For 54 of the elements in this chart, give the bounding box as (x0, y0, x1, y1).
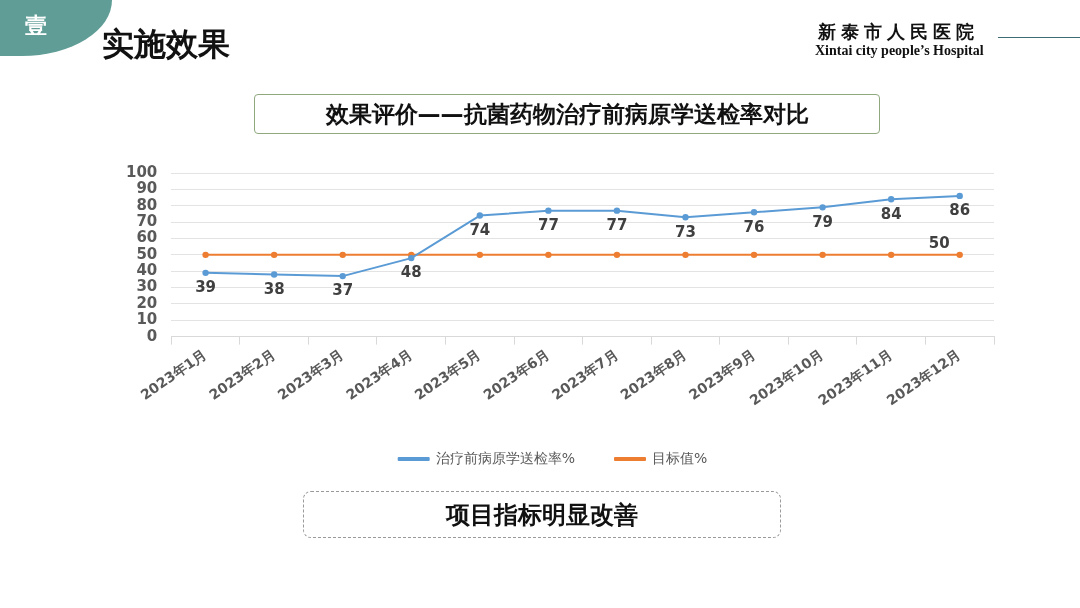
point (750, 209, 758, 216)
point (545, 251, 552, 259)
text: 新泰市人民医院 (818, 21, 979, 43)
data-label: 74 (469, 220, 491, 239)
data-label: 37 (332, 281, 354, 300)
point (887, 251, 895, 259)
data-label: 84 (880, 204, 902, 223)
point (956, 192, 963, 200)
text: 实施效果 (102, 24, 230, 65)
text: 壹 (25, 12, 47, 40)
data-label: 79 (812, 212, 834, 231)
y-tick-label: 0 (146, 326, 158, 345)
point (682, 213, 689, 221)
point (270, 271, 278, 278)
point (819, 204, 826, 211)
legend-label: 目标值% (652, 449, 708, 466)
y-tick-label: 50 (136, 244, 158, 263)
y-tick-label: 10 (136, 310, 158, 329)
point (613, 251, 621, 259)
point (613, 207, 621, 214)
point (476, 212, 484, 219)
point (476, 251, 484, 259)
point (339, 272, 346, 280)
text: 项目指标明显改善 (303, 491, 781, 538)
data-label: 86 (949, 201, 971, 220)
data-label: 38 (263, 279, 285, 298)
y-tick-label: 80 (136, 195, 158, 214)
point (270, 251, 278, 259)
point (202, 269, 209, 277)
point (819, 251, 826, 259)
point (887, 195, 895, 203)
y-tick-label: 30 (136, 277, 158, 296)
y-tick-label: 20 (136, 293, 158, 312)
point (339, 251, 346, 259)
point (682, 251, 689, 259)
data-label: 76 (743, 217, 765, 236)
y-tick-label: 60 (136, 228, 158, 247)
point (956, 251, 963, 259)
data-label: 50 (928, 234, 950, 253)
y-tick-label: 70 (136, 211, 158, 230)
chart-title: 效果评价——抗菌药物治疗前病原学送检率对比 (254, 94, 880, 134)
y-tick-label: 100 (126, 162, 158, 181)
legend-label: 治疗前病原学送检率% (435, 449, 576, 466)
point (545, 207, 552, 214)
point (750, 251, 758, 259)
y-tick-label: 40 (136, 261, 158, 280)
data-label: 73 (675, 222, 696, 241)
data-label: 48 (400, 263, 422, 282)
data-label: 39 (195, 278, 217, 297)
data-label: 77 (606, 216, 628, 235)
text: Xintai city people’s Hospital (815, 43, 984, 59)
point (202, 251, 209, 259)
data-label: 77 (537, 216, 559, 235)
y-tick-label: 90 (136, 179, 158, 198)
